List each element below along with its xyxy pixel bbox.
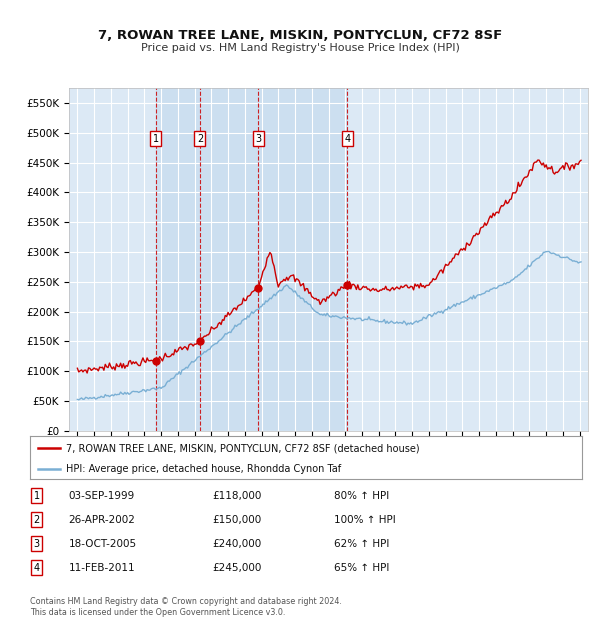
Text: 3: 3 <box>34 539 40 549</box>
Text: 7, ROWAN TREE LANE, MISKIN, PONTYCLUN, CF72 8SF: 7, ROWAN TREE LANE, MISKIN, PONTYCLUN, C… <box>98 30 502 42</box>
Text: 65% ↑ HPI: 65% ↑ HPI <box>334 563 389 573</box>
Text: 18-OCT-2005: 18-OCT-2005 <box>68 539 137 549</box>
Text: 1: 1 <box>152 134 158 144</box>
Text: £150,000: £150,000 <box>212 515 262 525</box>
Text: Contains HM Land Registry data © Crown copyright and database right 2024.
This d: Contains HM Land Registry data © Crown c… <box>30 598 342 617</box>
Text: Price paid vs. HM Land Registry's House Price Index (HPI): Price paid vs. HM Land Registry's House … <box>140 43 460 53</box>
Text: £118,000: £118,000 <box>212 490 262 500</box>
Text: £240,000: £240,000 <box>212 539 262 549</box>
Text: 4: 4 <box>34 563 40 573</box>
Text: HPI: Average price, detached house, Rhondda Cynon Taf: HPI: Average price, detached house, Rhon… <box>66 464 341 474</box>
Text: 03-SEP-1999: 03-SEP-1999 <box>68 490 135 500</box>
Text: £245,000: £245,000 <box>212 563 262 573</box>
Text: 2: 2 <box>197 134 203 144</box>
Text: 1: 1 <box>34 490 40 500</box>
Text: 11-FEB-2011: 11-FEB-2011 <box>68 563 135 573</box>
Text: 4: 4 <box>344 134 350 144</box>
Text: 2: 2 <box>34 515 40 525</box>
Text: 7, ROWAN TREE LANE, MISKIN, PONTYCLUN, CF72 8SF (detached house): 7, ROWAN TREE LANE, MISKIN, PONTYCLUN, C… <box>66 443 419 453</box>
Bar <box>155 88 347 431</box>
Text: 3: 3 <box>255 134 261 144</box>
Text: 100% ↑ HPI: 100% ↑ HPI <box>334 515 395 525</box>
Text: 80% ↑ HPI: 80% ↑ HPI <box>334 490 389 500</box>
Text: 26-APR-2002: 26-APR-2002 <box>68 515 136 525</box>
Text: 62% ↑ HPI: 62% ↑ HPI <box>334 539 389 549</box>
